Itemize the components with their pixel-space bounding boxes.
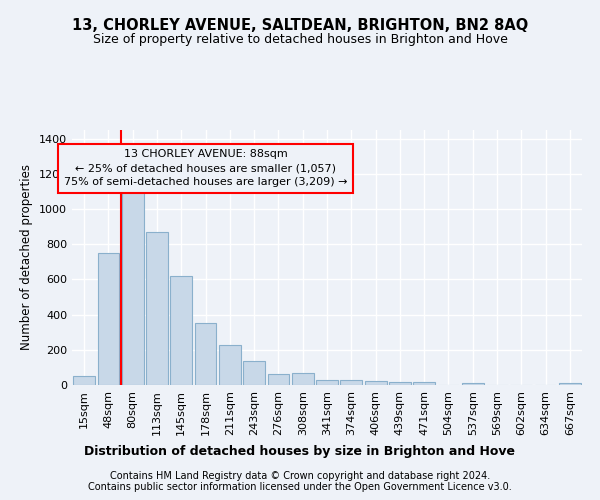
Bar: [122, 192, 143, 385]
Bar: [316, 380, 338, 385]
Text: 13 CHORLEY AVENUE: 88sqm
← 25% of detached houses are smaller (1,057)
75% of sem: 13 CHORLEY AVENUE: 88sqm ← 25% of detach…: [64, 150, 347, 188]
Bar: [170, 276, 192, 385]
Text: Contains HM Land Registry data © Crown copyright and database right 2024.: Contains HM Land Registry data © Crown c…: [110, 471, 490, 481]
Bar: [292, 372, 314, 385]
Bar: [97, 253, 119, 385]
Text: Contains public sector information licensed under the Open Government Licence v3: Contains public sector information licen…: [88, 482, 512, 492]
Bar: [340, 380, 362, 385]
Bar: [389, 382, 411, 385]
Bar: [146, 232, 168, 385]
Y-axis label: Number of detached properties: Number of detached properties: [20, 164, 34, 350]
Bar: [559, 383, 581, 385]
Bar: [73, 376, 95, 385]
Bar: [243, 362, 265, 385]
Text: Size of property relative to detached houses in Brighton and Hove: Size of property relative to detached ho…: [92, 32, 508, 46]
Text: Distribution of detached houses by size in Brighton and Hove: Distribution of detached houses by size …: [85, 444, 515, 458]
Bar: [268, 374, 289, 385]
Bar: [462, 383, 484, 385]
Bar: [413, 382, 435, 385]
Bar: [365, 381, 386, 385]
Text: 13, CHORLEY AVENUE, SALTDEAN, BRIGHTON, BN2 8AQ: 13, CHORLEY AVENUE, SALTDEAN, BRIGHTON, …: [72, 18, 528, 32]
Bar: [194, 324, 217, 385]
Bar: [219, 346, 241, 385]
